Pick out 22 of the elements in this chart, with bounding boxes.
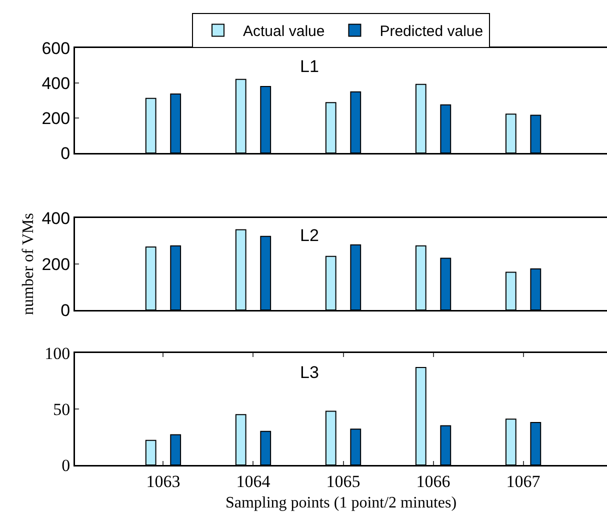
legend-label: Actual value xyxy=(243,23,325,40)
y-tick-label: 0 xyxy=(62,456,70,475)
y-tick-label: 200 xyxy=(42,254,70,274)
y-tick-label: 0 xyxy=(60,300,70,320)
text: L1 xyxy=(300,57,319,76)
x-tick-label: 1067 xyxy=(506,472,541,491)
legend-label: Predicted value xyxy=(380,23,484,40)
y-tick-label: 400 xyxy=(42,74,70,93)
x-tick-label: 1064 xyxy=(236,472,271,491)
x-tick-label: 1066 xyxy=(416,472,450,491)
y-tick-label: 0 xyxy=(60,144,70,163)
x-tick-label: 1063 xyxy=(146,472,180,491)
y-axis-title: number of VMs xyxy=(20,213,37,315)
y-tick-label: 400 xyxy=(42,208,70,228)
y-tick-label: 100 xyxy=(44,344,70,363)
y-tick-label: 200 xyxy=(42,108,70,128)
text: L2 xyxy=(300,226,319,245)
y-tick-label: 50 xyxy=(53,400,70,419)
text: L3 xyxy=(300,363,319,382)
x-axis-title: Sampling points (1 point/2 minutes) xyxy=(225,494,457,512)
x-tick-label: 1065 xyxy=(326,472,360,491)
y-tick-label: 600 xyxy=(42,38,70,58)
